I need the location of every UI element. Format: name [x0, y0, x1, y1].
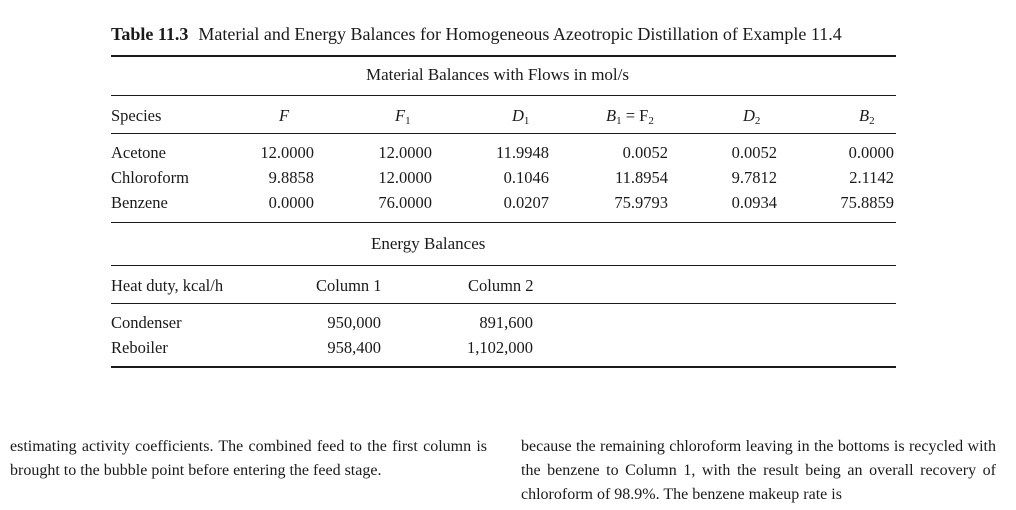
header-column-1: Column 1 [316, 276, 382, 295]
energy-value-cell: 958,400 [327, 338, 381, 357]
material-value-cell: 0.1046 [503, 168, 549, 187]
header-b2: B2 [859, 106, 875, 127]
body-text-left: estimating activity coefficients. The co… [10, 438, 487, 479]
header-f1: F1 [395, 106, 411, 127]
material-value-cell: 2.1142 [849, 168, 894, 187]
bottom-rule [111, 366, 896, 368]
header-b1-f2: B1 = F2 [606, 106, 654, 127]
energy-value-cell: 891,600 [479, 313, 533, 332]
material-heading: Material Balances with Flows in mol/s [366, 65, 629, 84]
material-value-cell: 75.9793 [614, 193, 668, 212]
top-rule [111, 55, 896, 57]
material-value-cell: 12.0000 [378, 168, 432, 187]
header-species: Species [111, 106, 162, 125]
material-value-cell: 12.0000 [260, 143, 314, 162]
material-value-cell: 0.0934 [731, 193, 777, 212]
material-value-cell: 11.8954 [614, 168, 668, 187]
material-value-cell: 76.0000 [378, 193, 432, 212]
material-value-cell: 0.0207 [503, 193, 549, 212]
header-column-2: Column 2 [468, 276, 534, 295]
header-d2: D2 [743, 106, 761, 127]
table-title: Material and Energy Balances for Homogen… [198, 24, 842, 44]
body-text-right: because the remaining chloroform leaving… [521, 438, 996, 503]
material-value-cell: 0.0000 [848, 143, 894, 162]
rule-below-material-heading [111, 95, 896, 96]
energy-row-label: Condenser [111, 313, 182, 332]
table-label: Table 11.3 [111, 24, 189, 44]
table-caption: Table 11.3 Material and Energy Balances f… [111, 24, 842, 45]
energy-value-cell: 1,102,000 [467, 338, 533, 357]
header-f: F [279, 106, 290, 125]
material-value-cell: 9.8858 [268, 168, 314, 187]
rule-above-energy-heading [111, 222, 896, 223]
rule-below-energy-header [111, 303, 896, 304]
material-value-cell: 0.0000 [268, 193, 314, 212]
species-name: Acetone [111, 143, 166, 162]
material-value-cell: 11.9948 [495, 143, 549, 162]
energy-value-cell: 950,000 [327, 313, 381, 332]
energy-row-label: Reboiler [111, 338, 168, 357]
material-value-cell: 12.0000 [378, 143, 432, 162]
header-d1: D1 [512, 106, 530, 127]
header-heat-duty: Heat duty, kcal/h [111, 276, 224, 295]
energy-heading: Energy Balances [371, 234, 486, 253]
species-name: Benzene [111, 193, 168, 212]
material-value-cell: 0.0052 [622, 143, 668, 162]
rule-below-energy-heading [111, 265, 896, 266]
material-value-cell: 9.7812 [731, 168, 777, 187]
material-value-cell: 75.8859 [840, 193, 894, 212]
material-value-cell: 0.0052 [731, 143, 777, 162]
rule-below-material-header [111, 133, 896, 134]
species-name: Chloroform [111, 168, 189, 187]
